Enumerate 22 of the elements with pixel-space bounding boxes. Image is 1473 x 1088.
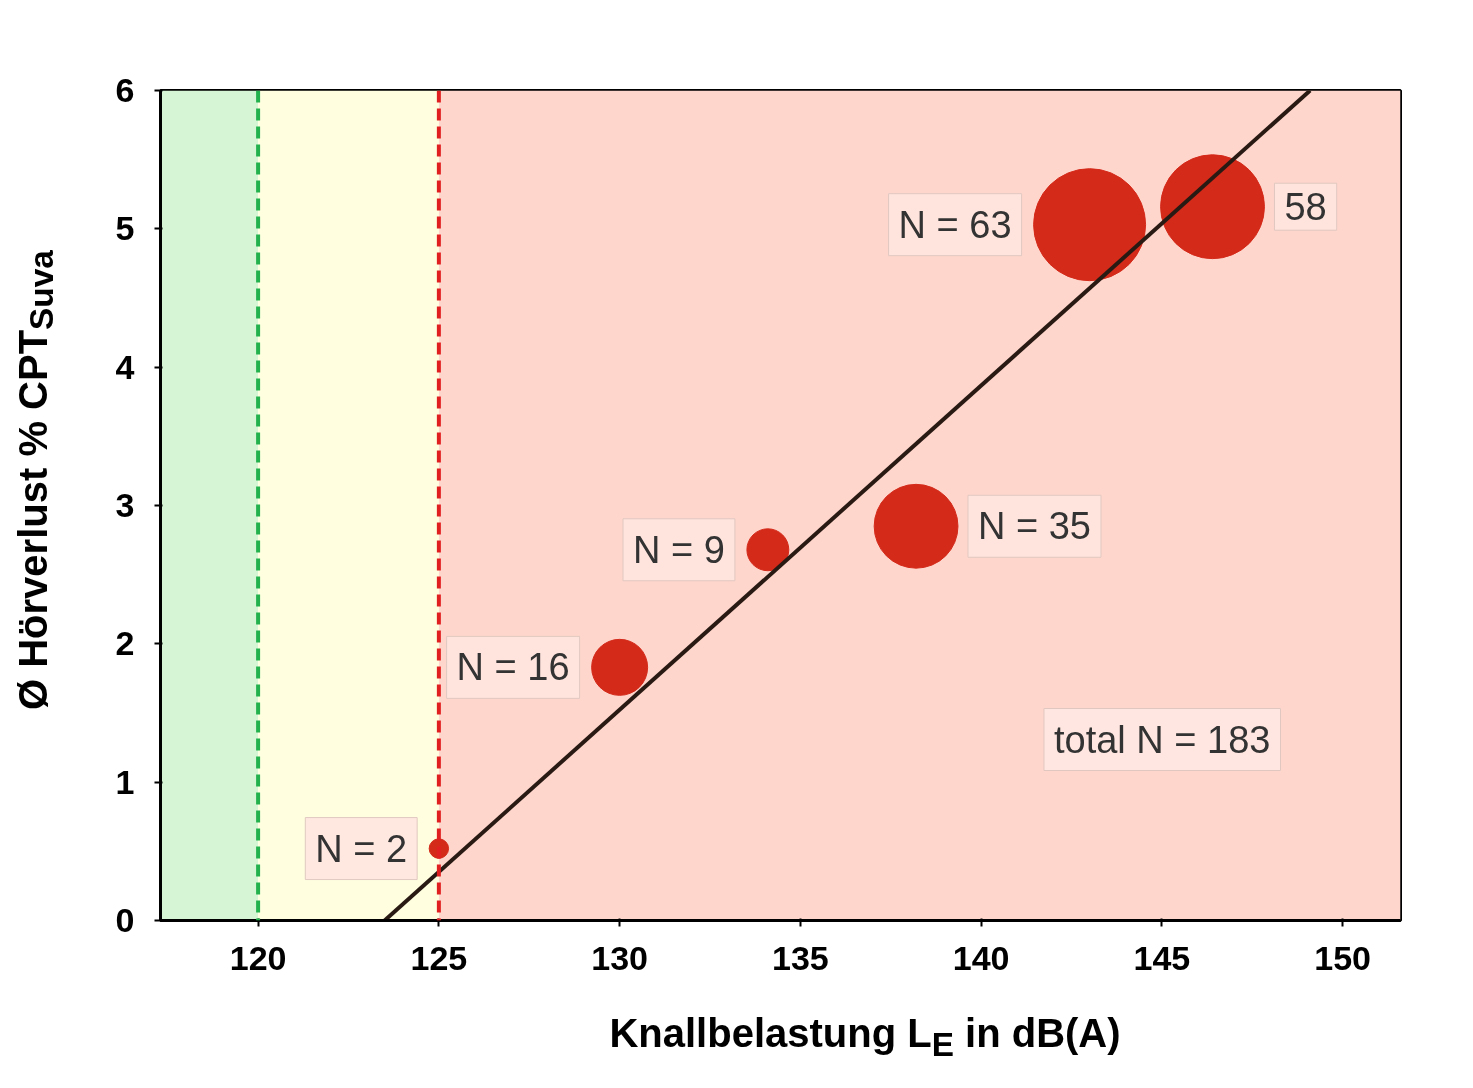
annotation: N = 2 (315, 827, 408, 870)
x-tick-label: 150 (1314, 938, 1372, 977)
x-tick-label: 145 (1133, 938, 1191, 977)
x-tick-label: 125 (410, 938, 468, 977)
x-axis-title: Knallbelastung L$_{E}$ in dB(A) (609, 1010, 1121, 1065)
x-tick-label: 140 (952, 938, 1010, 977)
y-tick-label: 0 (115, 901, 135, 939)
x-tick-label: 130 (591, 938, 648, 977)
y-tick-label: 5 (115, 209, 135, 248)
y-tick-label: 6 (115, 71, 135, 109)
annotation: N = 63 (898, 203, 1012, 246)
y-tick-label: 1 (115, 762, 135, 801)
annotation: 58 (1284, 186, 1327, 229)
x-tick-label: 135 (772, 938, 829, 977)
y-tick-label: 3 (115, 486, 135, 524)
x-tick-label: 120 (229, 938, 287, 977)
annotation: N = 35 (977, 505, 1092, 548)
annotation: N = 9 (633, 528, 725, 571)
y-tick-label: 2 (115, 624, 135, 663)
annotation: total N = 183 (1053, 718, 1271, 761)
y-tick-label: 4 (115, 347, 135, 386)
annotation: N = 16 (456, 646, 570, 689)
